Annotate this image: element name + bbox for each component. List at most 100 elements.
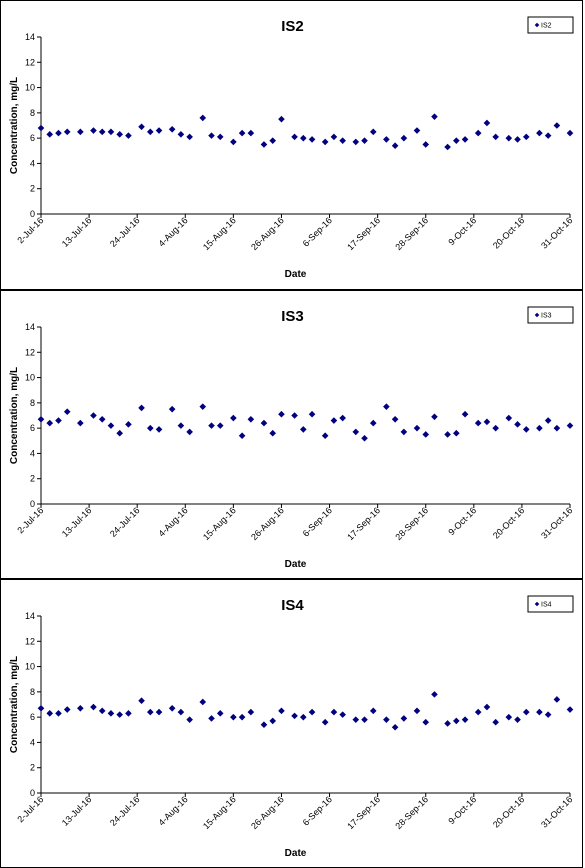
y-tick-label: 14 bbox=[25, 32, 35, 42]
x-axis-title: Date bbox=[285, 269, 307, 280]
data-point bbox=[474, 129, 482, 137]
x-tick-label: 20-Oct-16 bbox=[491, 505, 526, 540]
data-point bbox=[208, 715, 215, 722]
data-point bbox=[216, 710, 224, 717]
data-point bbox=[514, 421, 521, 428]
data-point bbox=[536, 424, 543, 432]
data-point bbox=[155, 426, 163, 433]
legend-label: IS3 bbox=[541, 313, 552, 320]
data-point bbox=[291, 412, 298, 419]
y-tick-label: 4 bbox=[30, 158, 35, 168]
x-tick-label: 28-Sep-16 bbox=[393, 505, 430, 542]
data-point bbox=[278, 707, 285, 715]
data-point bbox=[544, 711, 552, 718]
data-point bbox=[444, 431, 451, 438]
data-point bbox=[361, 137, 368, 144]
data-point bbox=[453, 137, 460, 144]
data-point bbox=[37, 124, 45, 132]
legend: IS4 bbox=[527, 595, 574, 613]
x-tick-label: 13-Jul-16 bbox=[60, 794, 94, 828]
legend-label: IS2 bbox=[541, 23, 552, 30]
chart-svg: IS2 0 2 4 6 8 10 12 14 2-Jul-16 13-Jul-16 24-Jul-16… bbox=[9, 16, 574, 280]
data-point bbox=[300, 134, 307, 142]
data-point bbox=[413, 424, 421, 432]
x-axis-title: Date bbox=[285, 559, 307, 570]
x-tick-label: 31-Oct-16 bbox=[539, 215, 574, 250]
data-point bbox=[168, 125, 176, 133]
data-point bbox=[308, 136, 316, 143]
data-point bbox=[505, 713, 513, 721]
data-point bbox=[474, 708, 482, 716]
data-point bbox=[98, 415, 106, 423]
data-point bbox=[55, 417, 62, 424]
data-point bbox=[514, 136, 521, 143]
data-point bbox=[116, 131, 123, 138]
y-axis-title: Concentration, mg/L bbox=[9, 77, 20, 174]
data-point bbox=[37, 415, 45, 423]
data-point bbox=[391, 142, 399, 150]
y-tick-label: 14 bbox=[25, 611, 35, 621]
data-point bbox=[146, 708, 154, 716]
data-point bbox=[77, 128, 84, 136]
x-tick-label: 6-Sep-16 bbox=[301, 505, 334, 538]
data-point bbox=[339, 414, 346, 422]
data-point bbox=[37, 704, 45, 712]
data-point bbox=[300, 426, 307, 433]
data-point bbox=[544, 132, 552, 139]
data-point bbox=[444, 143, 451, 151]
data-point bbox=[77, 704, 84, 712]
y-tick-label: 6 bbox=[30, 712, 35, 722]
data-point bbox=[422, 718, 430, 726]
chart-panel-is2: IS2 0 2 4 6 8 10 12 14 2-Jul-16 13-Jul-16 24-Jul-16… bbox=[0, 0, 583, 290]
data-point bbox=[566, 422, 574, 429]
data-point bbox=[339, 137, 346, 144]
data-point bbox=[177, 131, 185, 138]
x-tick-label: 9-Oct-16 bbox=[446, 215, 478, 247]
data-point bbox=[483, 119, 491, 127]
data-point bbox=[247, 129, 255, 137]
data-point bbox=[361, 716, 368, 723]
chart-panel-is3: IS3 0 2 4 6 8 10 12 14 2-Jul-16 13-Jul-16 24-Jul-16… bbox=[0, 290, 583, 579]
legend-marker bbox=[534, 601, 540, 607]
data-point bbox=[55, 710, 62, 717]
data-point bbox=[90, 412, 97, 419]
data-point bbox=[146, 424, 154, 432]
y-axis-title: Concentration, mg/L bbox=[9, 367, 20, 464]
legend: IS3 bbox=[527, 306, 574, 324]
x-tick-label: 2-Jul-16 bbox=[15, 505, 45, 535]
chart-title: IS4 bbox=[281, 597, 304, 614]
y-tick-label: 8 bbox=[30, 108, 35, 118]
data-point bbox=[553, 696, 561, 703]
data-point bbox=[308, 708, 316, 716]
data-point bbox=[125, 421, 132, 428]
x-tick-label: 4-Aug-16 bbox=[156, 505, 189, 538]
data-point bbox=[63, 706, 71, 713]
data-point bbox=[238, 432, 246, 440]
x-tick-label: 28-Sep-16 bbox=[393, 215, 430, 252]
y-tick-label: 12 bbox=[25, 347, 35, 357]
data-point bbox=[536, 708, 543, 716]
x-tick-label: 20-Oct-16 bbox=[491, 794, 526, 829]
data-point bbox=[383, 136, 390, 143]
x-tick-label: 17-Sep-16 bbox=[345, 215, 382, 252]
data-point bbox=[46, 131, 54, 138]
x-tick-label: 6-Sep-16 bbox=[301, 215, 334, 248]
y-tick-label: 0 bbox=[30, 788, 35, 798]
data-point bbox=[55, 129, 62, 137]
x-tick-label: 15-Aug-16 bbox=[201, 794, 238, 831]
data-point bbox=[146, 128, 154, 136]
data-point bbox=[98, 707, 106, 715]
x-tick-label: 15-Aug-16 bbox=[201, 505, 238, 542]
data-point bbox=[216, 422, 224, 429]
data-point bbox=[230, 138, 237, 146]
x-tick-label: 4-Aug-16 bbox=[156, 215, 189, 248]
x-tick-label: 31-Oct-16 bbox=[539, 505, 574, 540]
x-tick-label: 2-Jul-16 bbox=[15, 794, 45, 824]
data-point bbox=[400, 715, 408, 722]
data-point bbox=[260, 141, 268, 148]
data-point bbox=[321, 432, 329, 440]
y-tick-label: 2 bbox=[30, 184, 35, 194]
legend-marker bbox=[534, 22, 540, 28]
data-point bbox=[260, 419, 268, 427]
data-point bbox=[352, 428, 360, 436]
